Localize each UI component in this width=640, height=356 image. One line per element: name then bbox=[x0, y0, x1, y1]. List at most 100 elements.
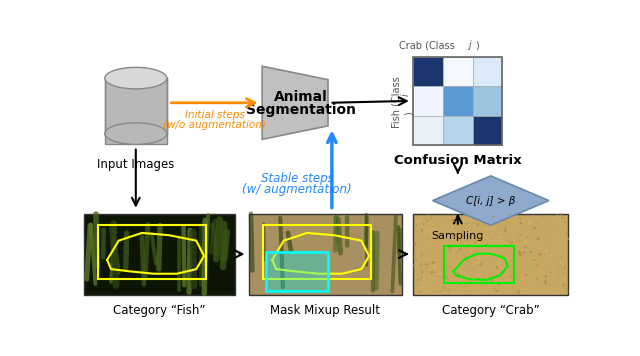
Circle shape bbox=[445, 276, 448, 279]
Text: Confusion Matrix: Confusion Matrix bbox=[394, 155, 522, 167]
Circle shape bbox=[474, 241, 476, 244]
Circle shape bbox=[455, 217, 456, 219]
Circle shape bbox=[486, 280, 488, 282]
Circle shape bbox=[499, 218, 500, 220]
Circle shape bbox=[497, 246, 499, 247]
Circle shape bbox=[497, 227, 499, 229]
Circle shape bbox=[433, 291, 434, 293]
Circle shape bbox=[492, 215, 495, 218]
Circle shape bbox=[488, 248, 490, 250]
Circle shape bbox=[495, 289, 497, 291]
Circle shape bbox=[466, 222, 468, 225]
Circle shape bbox=[563, 247, 564, 248]
Circle shape bbox=[564, 278, 566, 279]
Circle shape bbox=[434, 271, 436, 274]
Circle shape bbox=[564, 285, 566, 287]
Circle shape bbox=[473, 232, 474, 233]
Circle shape bbox=[525, 274, 527, 276]
Circle shape bbox=[566, 232, 567, 234]
Circle shape bbox=[536, 278, 538, 280]
Circle shape bbox=[440, 290, 442, 293]
Circle shape bbox=[458, 274, 460, 276]
Circle shape bbox=[547, 216, 548, 218]
Circle shape bbox=[562, 272, 565, 275]
Circle shape bbox=[518, 290, 520, 292]
Circle shape bbox=[518, 217, 522, 220]
Circle shape bbox=[463, 290, 465, 292]
Bar bbox=[443, 57, 473, 86]
Circle shape bbox=[419, 292, 421, 293]
Circle shape bbox=[533, 259, 536, 261]
Circle shape bbox=[417, 273, 418, 275]
Circle shape bbox=[425, 272, 428, 274]
Circle shape bbox=[510, 241, 513, 244]
Text: Initial steps: Initial steps bbox=[184, 110, 244, 120]
Circle shape bbox=[556, 214, 558, 216]
Circle shape bbox=[548, 280, 549, 281]
Circle shape bbox=[417, 219, 420, 222]
Circle shape bbox=[501, 238, 504, 241]
Circle shape bbox=[458, 273, 460, 275]
Circle shape bbox=[485, 289, 487, 290]
Circle shape bbox=[417, 279, 420, 282]
Circle shape bbox=[526, 236, 528, 238]
Circle shape bbox=[439, 284, 440, 286]
Circle shape bbox=[502, 238, 504, 240]
Circle shape bbox=[429, 252, 432, 254]
Circle shape bbox=[559, 213, 562, 215]
Circle shape bbox=[513, 245, 514, 246]
Text: ): ) bbox=[475, 41, 479, 51]
Circle shape bbox=[436, 273, 438, 274]
Circle shape bbox=[426, 229, 428, 231]
Bar bbox=[266, 252, 328, 290]
Circle shape bbox=[529, 251, 532, 253]
Text: Input Images: Input Images bbox=[97, 158, 175, 171]
Circle shape bbox=[484, 234, 487, 237]
Circle shape bbox=[494, 234, 495, 235]
Circle shape bbox=[466, 239, 467, 241]
Circle shape bbox=[550, 254, 553, 257]
Circle shape bbox=[481, 235, 483, 237]
Circle shape bbox=[530, 229, 531, 230]
Text: Sampling: Sampling bbox=[431, 231, 484, 241]
Circle shape bbox=[461, 246, 462, 247]
Circle shape bbox=[559, 275, 561, 277]
Circle shape bbox=[442, 286, 445, 289]
Circle shape bbox=[525, 214, 527, 215]
Circle shape bbox=[447, 265, 449, 266]
Circle shape bbox=[444, 215, 446, 216]
Circle shape bbox=[512, 237, 513, 239]
Circle shape bbox=[463, 243, 467, 246]
Circle shape bbox=[430, 231, 432, 232]
Circle shape bbox=[490, 287, 492, 288]
Circle shape bbox=[436, 291, 437, 292]
Circle shape bbox=[519, 234, 521, 236]
Circle shape bbox=[443, 274, 445, 277]
Text: (w/ augmentation): (w/ augmentation) bbox=[242, 183, 352, 196]
Circle shape bbox=[439, 254, 440, 255]
Circle shape bbox=[511, 260, 512, 261]
Text: Stable steps: Stable steps bbox=[260, 172, 333, 185]
Circle shape bbox=[435, 248, 436, 249]
Circle shape bbox=[507, 281, 509, 283]
Circle shape bbox=[497, 262, 499, 263]
Circle shape bbox=[415, 284, 417, 286]
Circle shape bbox=[558, 272, 561, 275]
Circle shape bbox=[423, 278, 425, 279]
Circle shape bbox=[477, 268, 479, 269]
Text: Category “Fish”: Category “Fish” bbox=[113, 304, 205, 317]
Circle shape bbox=[483, 278, 486, 281]
Circle shape bbox=[556, 271, 558, 273]
Circle shape bbox=[452, 236, 455, 239]
Circle shape bbox=[535, 263, 538, 266]
Circle shape bbox=[522, 291, 523, 292]
Circle shape bbox=[544, 282, 547, 285]
Circle shape bbox=[540, 292, 541, 293]
Circle shape bbox=[458, 280, 459, 281]
Circle shape bbox=[467, 221, 468, 222]
Bar bbox=[249, 214, 402, 294]
Circle shape bbox=[477, 257, 479, 259]
Text: Fish (Class: Fish (Class bbox=[391, 73, 401, 128]
Circle shape bbox=[506, 229, 508, 230]
Circle shape bbox=[437, 237, 439, 239]
